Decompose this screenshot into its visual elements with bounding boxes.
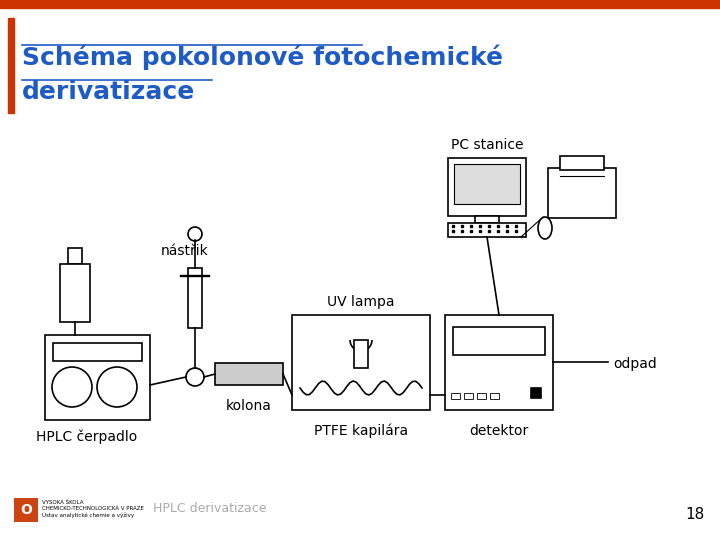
Bar	[464, 393, 473, 399]
Bar	[354, 340, 368, 368]
Text: PTFE kapilára: PTFE kapilára	[314, 424, 408, 438]
Circle shape	[188, 227, 202, 241]
Bar	[477, 393, 486, 399]
Bar	[53, 343, 142, 361]
Bar	[490, 393, 499, 399]
Bar	[14, 498, 38, 522]
Circle shape	[97, 367, 137, 407]
Text: PC stanice: PC stanice	[451, 138, 523, 152]
Text: O: O	[20, 503, 32, 517]
Bar	[560, 156, 604, 170]
Text: UV lampa: UV lampa	[328, 295, 395, 309]
Text: detektor: detektor	[469, 424, 528, 438]
Text: odpad: odpad	[613, 357, 657, 371]
Text: HPLC derivatizace: HPLC derivatizace	[153, 502, 266, 515]
Bar	[454, 164, 520, 204]
Bar	[445, 315, 553, 410]
Bar	[448, 158, 526, 216]
Ellipse shape	[538, 217, 552, 239]
Bar	[448, 223, 526, 237]
Circle shape	[52, 367, 92, 407]
Text: derivatizace: derivatizace	[22, 80, 195, 104]
Bar	[451, 393, 460, 399]
Bar	[292, 315, 430, 410]
Text: Schéma pokolonové fotochemické: Schéma pokolonové fotochemické	[22, 45, 503, 71]
Text: kolona: kolona	[226, 399, 272, 413]
Bar	[475, 216, 499, 223]
Text: nástřik: nástřik	[161, 244, 209, 258]
Circle shape	[186, 368, 204, 386]
Bar	[531, 388, 541, 398]
Bar	[68, 248, 82, 264]
Text: HPLC čerpadlo: HPLC čerpadlo	[37, 430, 138, 444]
Bar	[0, 0, 720, 8]
Bar	[453, 327, 545, 355]
Bar	[60, 264, 90, 322]
Text: VYSOKÁ ŠKOLA
CHEMICKO-TECHNOLOGICKÁ V PRAZE
Ústav analytické chemie a výživy: VYSOKÁ ŠKOLA CHEMICKO-TECHNOLOGICKÁ V PR…	[42, 500, 144, 518]
Bar	[8, 18, 14, 113]
Bar	[188, 268, 202, 328]
Bar	[45, 335, 150, 420]
Bar	[548, 168, 616, 218]
Text: 18: 18	[685, 507, 705, 522]
Bar	[215, 363, 283, 385]
